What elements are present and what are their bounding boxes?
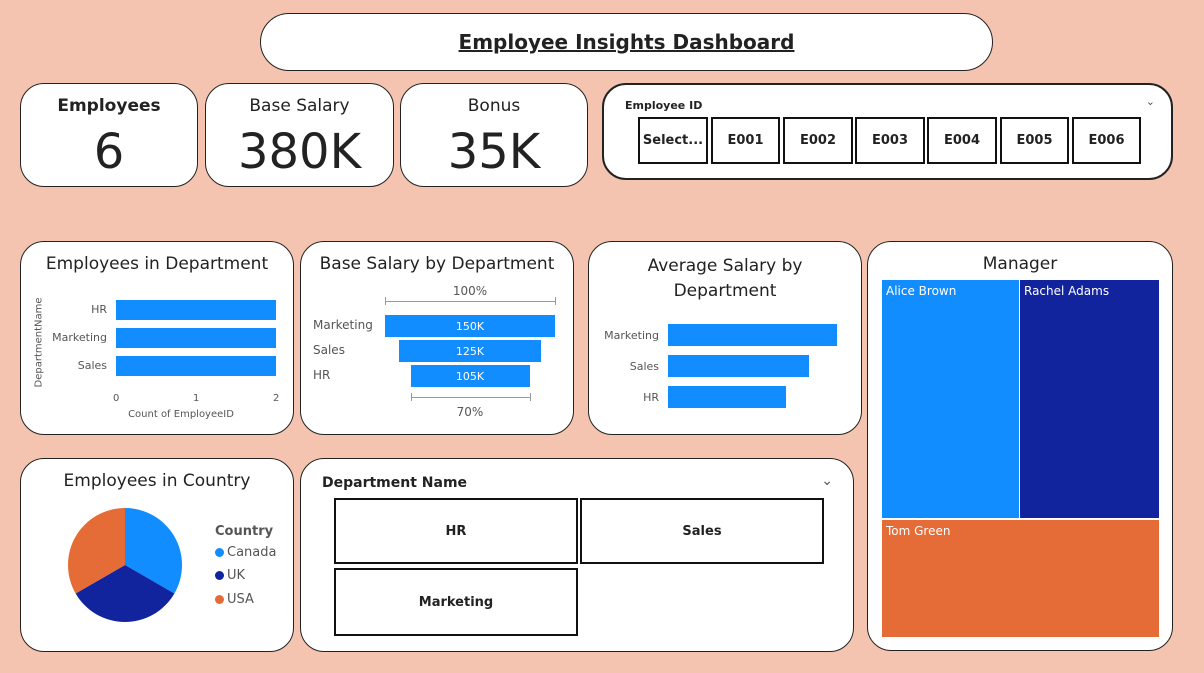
pie-slice-usa[interactable]: [68, 508, 125, 594]
chart-title: Average Salary by Department: [647, 256, 803, 301]
legend-label: USA: [227, 592, 254, 607]
treemap-tile-tom-green[interactable]: Tom Green: [882, 518, 1159, 637]
legend-label: Canada: [227, 545, 277, 560]
chart-title: Manager: [982, 254, 1058, 274]
funnel-top-bracket: [385, 301, 555, 302]
category-label: HR: [643, 391, 659, 404]
kpi-base-salary-label: Base Salary: [249, 96, 350, 116]
x-tick-label: 1: [193, 393, 200, 404]
funnel-value-label: 150K: [455, 320, 485, 333]
funnel-bar: [385, 315, 555, 337]
title-banner: Employee Insights Dashboard: [260, 13, 993, 71]
chevron-down-icon[interactable]: ⌄: [821, 473, 833, 489]
legend-title: Country: [215, 524, 274, 539]
chart-title: Employees in Country: [63, 471, 251, 491]
department-slicer-title: Department Name: [322, 475, 468, 491]
category-label: Sales: [77, 359, 107, 372]
kpi-bonus-card: Bonus 35K: [400, 83, 588, 187]
category-label: Marketing: [604, 329, 659, 342]
legend-dot: [215, 595, 224, 604]
manager-treemap-card: Manager Alice Brown Rachel Adams Tom Gre…: [867, 241, 1173, 651]
funnel-bottom-bracket-right: [530, 393, 531, 401]
funnel-top-bracket-right: [555, 297, 556, 305]
slicer-tile-marketing[interactable]: Marketing: [334, 568, 578, 636]
category-label: Marketing: [313, 318, 373, 332]
slicer-tile-select[interactable]: Select...: [638, 117, 708, 164]
legend-item-canada: Canada: [215, 545, 276, 560]
department-name-slicer: Department Name ⌄ HR Sales Marketing: [300, 458, 854, 652]
x-axis-label: Count of EmployeeID: [128, 409, 234, 420]
funnel-bottom-bracket-left: [411, 393, 412, 401]
treemap-tile-rachel-adams[interactable]: Rachel Adams: [1020, 280, 1159, 518]
bar: [668, 386, 787, 408]
treemap-tile-alice-brown[interactable]: Alice Brown: [882, 280, 1020, 518]
bar: [668, 355, 809, 377]
funnel-bottom-bracket: [411, 397, 530, 398]
average-salary-by-department-chart: Average Salary by Department Marketing Sa…: [588, 241, 862, 435]
bar: [116, 328, 276, 348]
category-label: HR: [313, 368, 331, 382]
chart-title: Employees in Department: [45, 254, 269, 274]
employees-in-country-chart: Employees in Country Country Canada UK U…: [20, 458, 294, 652]
slicer-tile-hr[interactable]: HR: [334, 498, 578, 564]
category-label: Sales: [313, 343, 345, 357]
slicer-tile-sales[interactable]: Sales: [580, 498, 824, 564]
employees-in-department-chart: Employees in Department DepartmentName C…: [20, 241, 294, 435]
funnel-bar: [399, 340, 541, 362]
pie-chart: [68, 508, 182, 622]
bar: [668, 324, 837, 346]
kpi-base-salary-card: Base Salary 380K: [205, 83, 394, 187]
funnel-bottom-percent: 70%: [456, 405, 484, 419]
bar: [116, 300, 276, 320]
kpi-employees-label: Employees: [57, 96, 161, 116]
pie-slice-canada[interactable]: [125, 508, 182, 594]
x-tick-label: 0: [113, 393, 120, 404]
slicer-tile-e006[interactable]: E006: [1072, 117, 1141, 164]
page-title: Employee Insights Dashboard: [458, 30, 795, 54]
bar: [116, 356, 276, 376]
employee-id-slicer-title: Employee ID: [625, 99, 703, 112]
funnel-value-label: 105K: [455, 370, 485, 383]
slicer-tile-e003[interactable]: E003: [855, 117, 925, 164]
kpi-employees-value: 6: [93, 124, 125, 180]
category-label: HR: [91, 303, 107, 316]
slicer-tile-e001[interactable]: E001: [711, 117, 780, 164]
base-salary-by-department-chart: Base Salary by Department 100% 70% Marke…: [300, 241, 574, 435]
legend-item-usa: USA: [215, 592, 254, 607]
legend-dot: [215, 548, 224, 557]
chart-title: Base Salary by Department: [319, 254, 555, 274]
funnel-top-percent: 100%: [452, 284, 488, 298]
x-tick-label: 2: [273, 393, 280, 404]
funnel-value-label: 125K: [455, 345, 485, 358]
funnel-bar: [410, 365, 530, 387]
kpi-bonus-value: 35K: [447, 124, 541, 180]
legend-dot: [215, 571, 224, 580]
funnel-top-bracket-left: [385, 297, 386, 305]
category-label: Sales: [629, 360, 659, 373]
kpi-employees-card: Employees 6: [20, 83, 198, 187]
slicer-tile-e005[interactable]: E005: [1000, 117, 1069, 164]
slicer-tile-e004[interactable]: E004: [927, 117, 997, 164]
employee-id-slicer: Employee ID ⌄ Select... E001 E002 E003 E…: [602, 83, 1173, 180]
kpi-base-salary-value: 380K: [237, 124, 362, 180]
legend-item-uk: UK: [215, 568, 245, 583]
category-label: Marketing: [52, 331, 107, 344]
legend-label: UK: [227, 568, 246, 583]
kpi-bonus-label: Bonus: [467, 96, 521, 116]
slicer-tile-e002[interactable]: E002: [783, 117, 853, 164]
chevron-down-icon[interactable]: ⌄: [1145, 95, 1155, 108]
